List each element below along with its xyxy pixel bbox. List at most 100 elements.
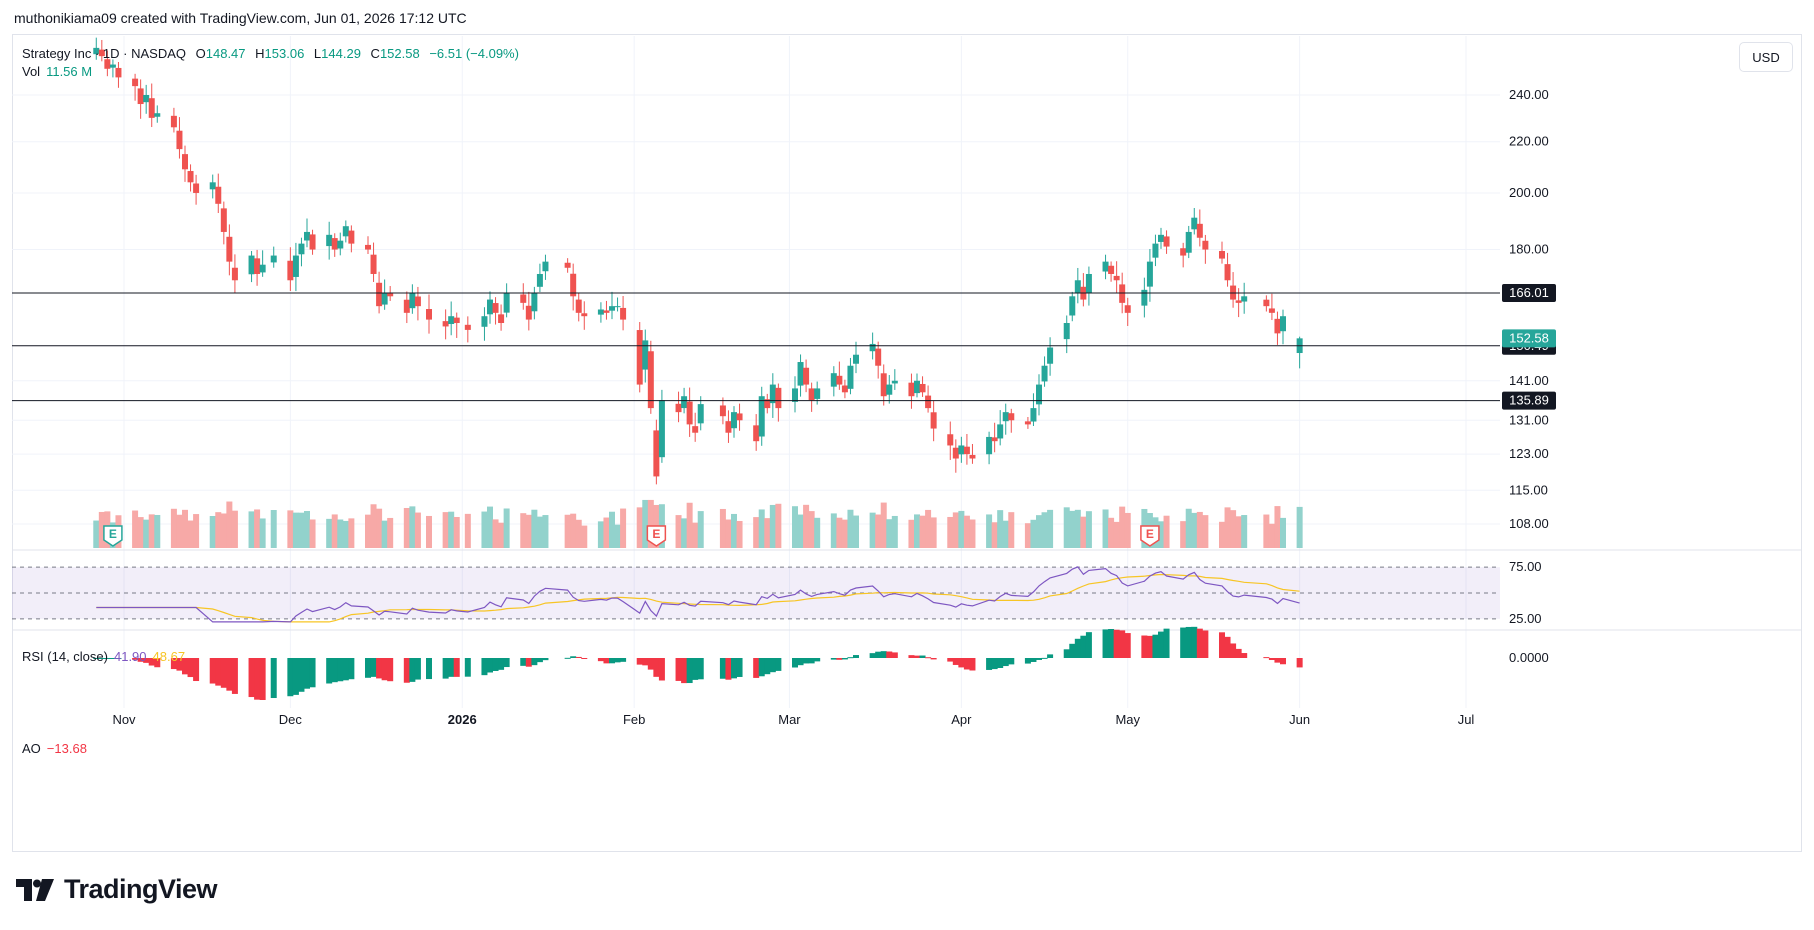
- x-tick-label: Feb: [623, 712, 645, 727]
- volume-bar: [875, 514, 882, 548]
- price-tick-label: 240.00: [1509, 87, 1549, 102]
- candle-body: [658, 400, 665, 458]
- volume-bar: [525, 514, 532, 548]
- ao-bar: [836, 658, 843, 660]
- volume-bar: [1030, 519, 1037, 548]
- currency-button[interactable]: USD: [1739, 42, 1793, 72]
- tradingview-logo-icon: [16, 878, 54, 901]
- candle-body: [969, 454, 976, 459]
- volume-bar: [1047, 509, 1054, 548]
- ao-bar: [309, 658, 316, 688]
- symbol-name[interactable]: Strategy Inc · 1D · NASDAQ: [22, 46, 186, 61]
- candle-body: [1263, 299, 1270, 307]
- ao-bar: [409, 658, 416, 682]
- candle-body: [525, 305, 532, 320]
- ao-value: −13.68: [46, 741, 87, 756]
- ao-bar: [182, 658, 188, 675]
- volume-bar: [215, 512, 222, 548]
- low-value: 144.29: [321, 46, 361, 61]
- volume-bar: [797, 514, 804, 548]
- candle-body: [620, 307, 627, 320]
- volume-bar: [681, 518, 688, 548]
- ao-bar: [886, 651, 893, 658]
- ao-zero-label: 0.0000: [1509, 650, 1549, 665]
- candle-body: [925, 395, 932, 409]
- ao-bar: [298, 658, 305, 692]
- brand-name: TradingView: [64, 874, 218, 904]
- volume-bar: [1296, 506, 1303, 548]
- ao-bar: [1202, 630, 1209, 658]
- candle-body: [1196, 223, 1203, 238]
- ao-bar: [1063, 649, 1070, 658]
- volume-bar: [209, 516, 216, 548]
- price-legend[interactable]: Strategy Inc · 1D · NASDAQ O148.47 H153.…: [22, 44, 519, 64]
- brand-logo[interactable]: TradingView: [16, 874, 218, 905]
- candle-body: [647, 351, 654, 409]
- candle-body: [636, 330, 643, 385]
- candles: [93, 37, 1303, 485]
- candle-body: [603, 310, 610, 313]
- candle-body: [1069, 296, 1076, 316]
- volume-bar: [226, 501, 233, 548]
- ao-bar: [1036, 658, 1042, 660]
- ao-bar: [697, 658, 704, 680]
- candle-body: [797, 362, 804, 386]
- candle-body: [215, 186, 222, 204]
- candle-body: [1224, 264, 1231, 281]
- candle-body: [520, 294, 527, 303]
- ao-bar: [952, 658, 959, 665]
- volume-bar: [991, 522, 998, 548]
- volume-bar: [270, 510, 277, 548]
- volume-bar: [492, 519, 499, 548]
- candle-body: [958, 445, 965, 455]
- candle-body: [1280, 316, 1286, 332]
- ao-bar: [248, 658, 255, 698]
- candle-body: [880, 373, 887, 397]
- volume-bar: [287, 510, 294, 548]
- volume-bar: [997, 510, 1004, 548]
- rsi-legend[interactable]: RSI (14, close) 41.90 48.67: [22, 649, 185, 664]
- ao-bar: [1163, 628, 1170, 658]
- candle-body: [298, 243, 305, 255]
- horizontal-line-label: 135.89: [1509, 393, 1549, 408]
- ao-bar: [991, 658, 998, 670]
- candle-body: [653, 430, 660, 477]
- volume-bar: [342, 520, 349, 548]
- ao-bar: [1008, 658, 1015, 665]
- rsi-pane: [12, 566, 1500, 623]
- volume-bar: [1024, 523, 1031, 548]
- ao-bar: [259, 658, 266, 700]
- volume-bar: [620, 508, 627, 548]
- ao-bar: [536, 658, 543, 663]
- candle-body: [426, 309, 432, 320]
- creator-line: muthonikiama09 created with TradingView.…: [14, 10, 467, 26]
- candle-body: [492, 303, 499, 313]
- volume-bar: [792, 506, 798, 548]
- candle-body: [614, 306, 621, 308]
- volume-bar: [1163, 515, 1170, 548]
- candle-body: [387, 293, 394, 297]
- ao-bar: [1268, 658, 1275, 661]
- x-tick-label: Jun: [1289, 712, 1310, 727]
- ao-bar: [575, 656, 582, 658]
- volume-bar: [154, 514, 161, 548]
- volume-bar: [1008, 512, 1015, 548]
- ao-bar: [1196, 628, 1203, 658]
- volume-legend[interactable]: Vol 11.56 M: [22, 64, 92, 79]
- volume-bar: [692, 522, 699, 548]
- ao-legend[interactable]: AO −13.68: [22, 741, 87, 756]
- volume-bar: [414, 512, 421, 548]
- ao-bar: [947, 658, 954, 662]
- ao-bar: [381, 658, 388, 681]
- rsi-label: RSI (14, close): [22, 649, 108, 664]
- ao-bar: [997, 658, 1004, 668]
- volume-bar: [376, 508, 383, 548]
- volume-bar: [409, 506, 416, 548]
- volume-bar: [1041, 512, 1048, 548]
- volume-bar: [1230, 510, 1237, 548]
- chart-frame[interactable]: [12, 34, 1802, 852]
- volume-bar: [1002, 520, 1009, 548]
- candle-body: [287, 260, 294, 281]
